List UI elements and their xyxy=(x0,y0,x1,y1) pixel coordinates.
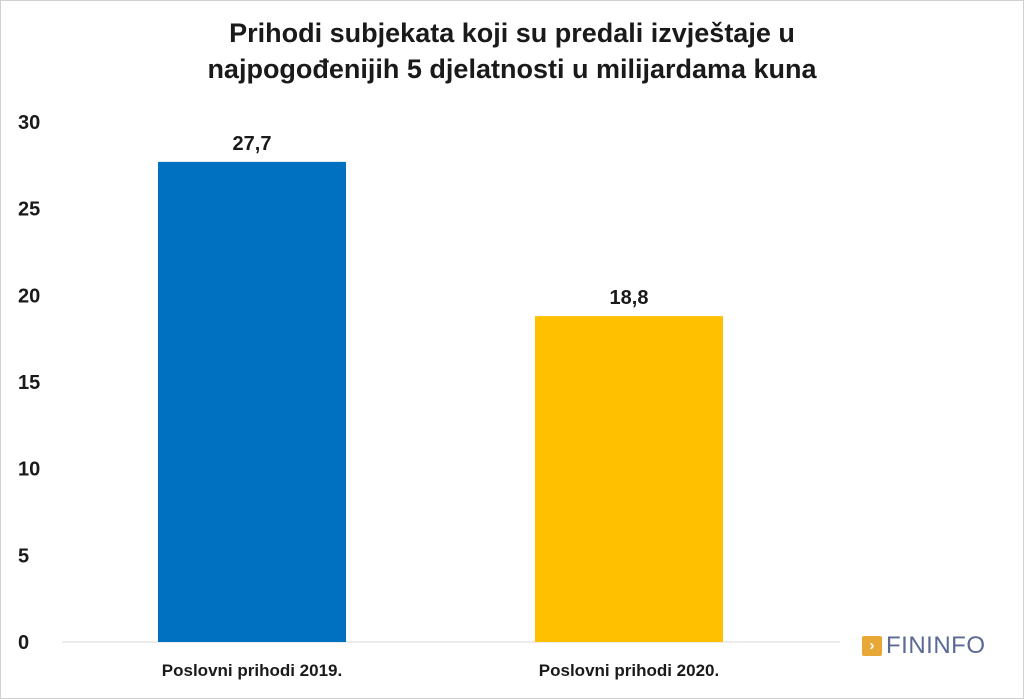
bar xyxy=(535,316,723,642)
y-tick-label: 30 xyxy=(18,112,40,134)
y-tick-label: 10 xyxy=(18,459,40,481)
bar xyxy=(158,161,346,642)
fininfo-logo: › FININFO xyxy=(862,632,986,660)
y-tick-label: 20 xyxy=(18,285,40,307)
data-label: 18,8 xyxy=(610,287,649,309)
y-tick-label: 15 xyxy=(18,372,40,394)
x-tick-label: Poslovni prihodi 2020. xyxy=(539,661,719,680)
chart-title: Prihodi subjekata koji su predali izvješ… xyxy=(0,15,1024,87)
data-label: 27,7 xyxy=(233,133,272,155)
title-line-1: Prihodi subjekata koji su predali izvješ… xyxy=(229,18,795,48)
y-tick-label: 0 xyxy=(18,632,29,654)
y-tick-label: 5 xyxy=(18,545,29,567)
logo-arrow-icon: › xyxy=(862,636,882,656)
y-tick-label: 25 xyxy=(18,199,40,221)
logo-text: FININFO xyxy=(886,632,986,659)
x-tick-label: Poslovni prihodi 2019. xyxy=(162,661,342,680)
title-line-2: najpogođenijih 5 djelatnosti u milijarda… xyxy=(207,54,817,84)
